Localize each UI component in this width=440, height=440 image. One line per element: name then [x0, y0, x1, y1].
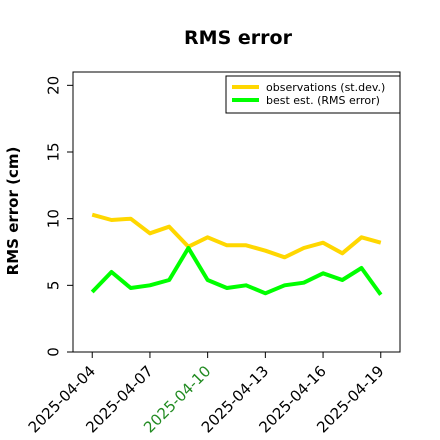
y-tick-label: 0: [44, 347, 62, 357]
series-lines: [90, 212, 383, 296]
y-tick-label: 20: [44, 76, 62, 95]
y-axis-label: RMS error (cm): [4, 147, 22, 276]
legend-label: observations (st.dev.): [266, 81, 385, 94]
y-axis: 0 5 10 15 20: [44, 76, 73, 357]
legend: observations (st.dev.)best est. (RMS err…: [225, 75, 401, 114]
legend-label: best est. (RMS error): [266, 94, 380, 107]
series-line-1: [90, 246, 383, 296]
legend-box: [225, 75, 401, 114]
y-tick-label: 15: [44, 142, 62, 161]
chart-title: RMS error: [184, 27, 293, 49]
series-line-0: [91, 212, 382, 260]
plot-area-frame: [72, 71, 401, 353]
x-axis: 2025-04-042025-04-072025-04-102025-04-13…: [25, 352, 388, 436]
y-tick-label: 5: [44, 281, 62, 291]
y-tick-label: 10: [44, 209, 62, 228]
